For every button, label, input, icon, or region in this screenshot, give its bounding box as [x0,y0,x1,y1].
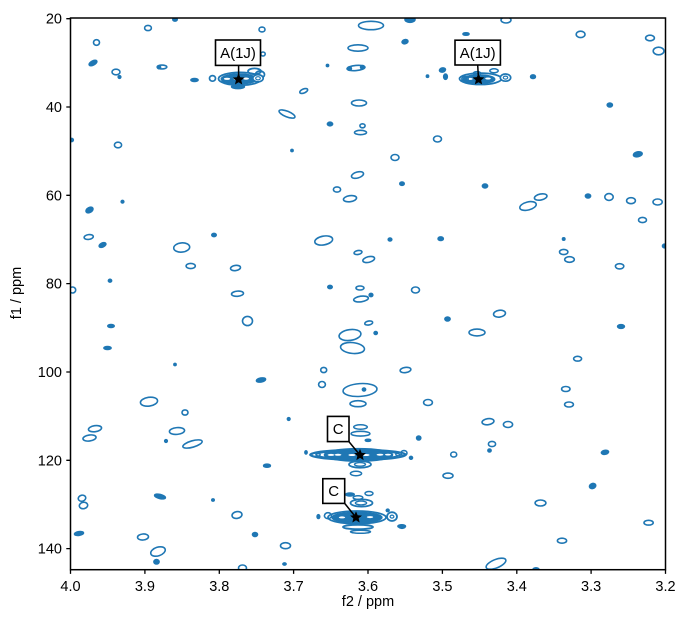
svg-text:3.5: 3.5 [432,579,452,595]
svg-text:60: 60 [46,188,62,204]
svg-text:3.9: 3.9 [135,579,155,595]
svg-text:C: C [333,421,344,438]
svg-text:20: 20 [46,12,62,28]
svg-text:3.6: 3.6 [358,579,378,595]
svg-text:4.0: 4.0 [60,579,80,595]
svg-text:3.3: 3.3 [581,579,601,595]
svg-text:3.8: 3.8 [209,579,229,595]
svg-text:80: 80 [46,277,62,293]
svg-text:100: 100 [38,365,62,381]
svg-text:140: 140 [38,542,62,558]
svg-text:A(1J): A(1J) [220,45,256,62]
svg-text:C: C [328,483,339,500]
svg-text:f1 / ppm: f1 / ppm [9,267,25,319]
svg-text:f2 / ppm: f2 / ppm [342,594,394,610]
svg-text:3.2: 3.2 [655,579,675,595]
svg-text:120: 120 [38,453,62,469]
svg-text:40: 40 [46,100,62,116]
svg-text:3.7: 3.7 [284,579,304,595]
svg-text:A(1J): A(1J) [460,45,496,62]
svg-text:3.4: 3.4 [507,579,527,595]
